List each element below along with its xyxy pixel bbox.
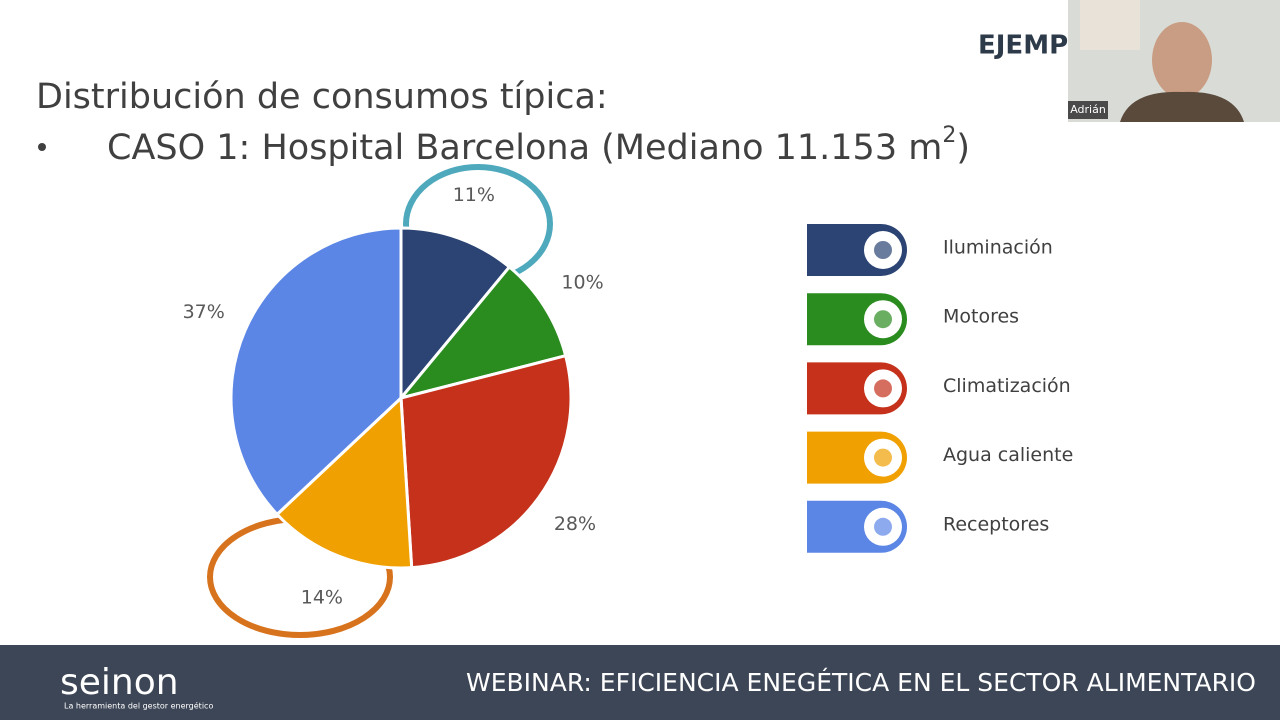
- legend-label: Climatización: [943, 375, 1071, 397]
- data-label: 10%: [561, 271, 603, 293]
- data-label: 37%: [183, 301, 225, 323]
- legend-label: Receptores: [943, 513, 1049, 535]
- bullet: [38, 143, 46, 151]
- shelf: [1080, 0, 1140, 50]
- data-label: 11%: [453, 184, 495, 206]
- pie-slice: [399, 353, 573, 570]
- footer-bar: [0, 645, 1280, 720]
- face: [1152, 22, 1212, 98]
- superscript: 2: [942, 123, 956, 148]
- logo-tagline: La herramienta del gestor energético: [64, 701, 213, 711]
- webcam: Adrián: [1068, 0, 1280, 122]
- data-label: 28%: [554, 513, 596, 535]
- corner-label: EJEMP: [978, 31, 1068, 61]
- legend-icon-glyph: [874, 517, 892, 536]
- footer-title: WEBINAR: EFICIENCIA ENEGÉTICA EN EL SECT…: [466, 668, 1256, 697]
- legend-icon-glyph: [874, 448, 892, 467]
- speaker-name: Adrián: [1070, 103, 1106, 116]
- legend-label: Agua caliente: [943, 444, 1073, 466]
- data-label: 14%: [301, 586, 343, 608]
- case-text: CASO 1: Hospital Barcelona (Mediano 11.1…: [107, 128, 942, 168]
- pie-slice: [229, 226, 403, 517]
- pie-slice: [274, 394, 414, 570]
- legend-label: Iluminación: [943, 237, 1053, 259]
- case-title: CASO 1: Hospital Barcelona (Mediano 11.1…: [107, 123, 970, 168]
- legend-label: Motores: [943, 306, 1019, 328]
- case-close: ): [956, 128, 970, 168]
- legend-icon-glyph: [874, 310, 892, 329]
- heading: Distribución de consumos típica:: [36, 77, 608, 117]
- legend-icon-glyph: [874, 379, 892, 398]
- legend-icon-glyph: [874, 241, 892, 259]
- logo: seinon: [60, 662, 179, 703]
- name-tag: [1068, 101, 1108, 119]
- pie-slice: [399, 226, 512, 403]
- body: [1120, 91, 1244, 122]
